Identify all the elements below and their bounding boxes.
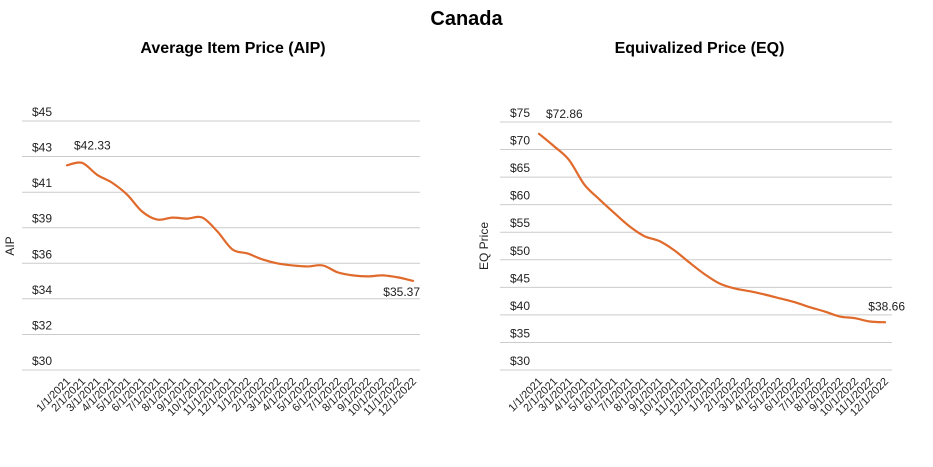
data-point — [612, 211, 616, 215]
data-point — [597, 197, 601, 201]
y-tick-label: $30 — [510, 354, 530, 368]
data-point — [351, 273, 355, 277]
data-point — [567, 158, 571, 162]
series-line — [65, 161, 415, 282]
y-tick-label: $34 — [32, 283, 52, 297]
aip-chart-svg: $30$32$34$36$39$41$43$45AIP1/1/20212/1/2… — [3, 105, 420, 419]
data-point — [672, 248, 676, 252]
y-tick-label: $50 — [510, 244, 530, 258]
data-point — [778, 296, 782, 300]
y-tick-label: $45 — [510, 271, 530, 285]
y-axis-title: AIP — [3, 236, 17, 255]
data-point — [582, 182, 586, 186]
data-point — [763, 292, 767, 296]
data-point — [230, 247, 234, 251]
data-point — [381, 273, 385, 277]
y-tick-label: $30 — [32, 354, 52, 368]
data-point — [702, 272, 706, 276]
data-point — [823, 310, 827, 314]
eq-chart: Equivalized Price (EQ) $30 $35 $40 $45 $50 $5… — [466, 0, 933, 467]
y-tick-label: $35 — [510, 326, 530, 340]
aip-chart: Average Item Price (AIP) $30 $32 $34 $36 $39… — [0, 0, 466, 467]
data-point — [853, 316, 857, 320]
data-point — [748, 289, 752, 293]
data-point — [552, 144, 556, 148]
data-point — [80, 161, 84, 165]
data-point — [276, 261, 280, 265]
y-tick-label: $40 — [510, 299, 530, 313]
data-point — [718, 281, 722, 285]
y-tick-label: $65 — [510, 161, 530, 175]
data-point — [336, 270, 340, 274]
eq-chart-title: Equivalized Price (EQ) — [614, 40, 785, 57]
data-label: $42.33 — [74, 138, 111, 152]
series-line — [537, 132, 887, 324]
page-title: Canada — [430, 8, 503, 30]
aip-chart-title: Average Item Price (AIP) — [140, 40, 326, 57]
y-tick-label: $55 — [510, 216, 530, 230]
data-point — [95, 173, 99, 177]
data-label: $35.37 — [383, 285, 420, 299]
data-point — [291, 263, 295, 267]
y-tick-label: $41 — [32, 176, 52, 190]
data-point — [65, 163, 69, 167]
y-tick-label: $45 — [32, 105, 52, 119]
data-point — [537, 132, 541, 136]
data-point — [155, 218, 159, 222]
data-point — [215, 230, 219, 234]
data-point — [366, 274, 370, 278]
data-point — [200, 216, 204, 220]
y-tick-label: $39 — [32, 212, 52, 226]
y-tick-label: $70 — [510, 134, 530, 148]
data-point — [140, 210, 144, 214]
data-point — [396, 275, 400, 279]
data-point — [642, 234, 646, 238]
data-point — [793, 300, 797, 304]
data-point — [808, 305, 812, 309]
data-point — [110, 181, 114, 185]
data-point — [657, 239, 661, 243]
data-label: $38.66 — [868, 299, 905, 313]
y-tick-label: $60 — [510, 189, 530, 203]
y-tick-label: $75 — [510, 106, 530, 120]
data-point — [321, 263, 325, 267]
data-point — [838, 315, 842, 319]
data-point — [411, 279, 415, 283]
y-tick-label: $36 — [32, 247, 52, 261]
data-label: $72.86 — [546, 107, 583, 121]
data-point — [868, 320, 872, 324]
data-point — [627, 224, 631, 228]
data-point — [261, 257, 265, 261]
data-point — [170, 216, 174, 220]
data-point — [185, 217, 189, 221]
y-tick-label: $32 — [32, 318, 52, 332]
data-point — [733, 286, 737, 290]
data-point — [125, 193, 129, 197]
data-point — [246, 251, 250, 255]
y-tick-label: $43 — [32, 141, 52, 155]
data-point — [306, 264, 310, 268]
y-axis-title: EQ Price — [477, 222, 491, 270]
data-point — [687, 261, 691, 265]
data-point — [883, 320, 887, 324]
